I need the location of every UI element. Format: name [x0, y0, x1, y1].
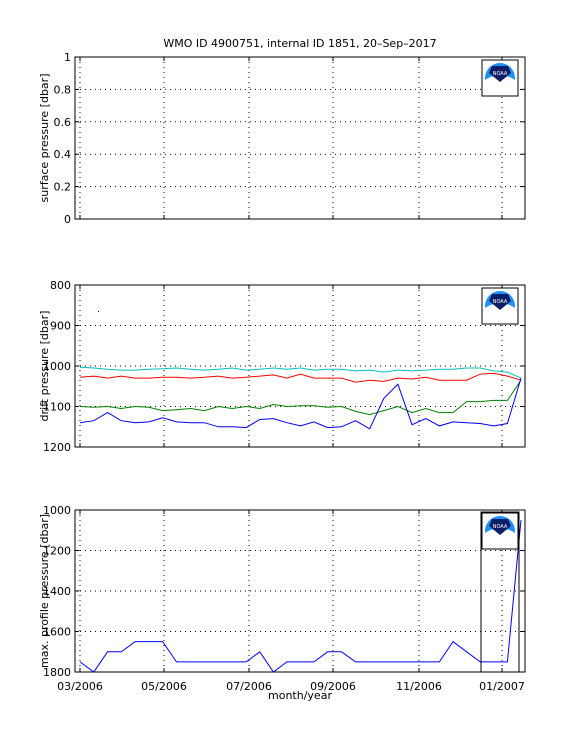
noaa-logo-icon: NOAA — [481, 59, 519, 97]
y-tick-label: 1100 — [43, 401, 71, 414]
chart-panel-1: 0 0.2 0.4 0.6 0.8 1 surface pressure [dbar] NOA… — [38, 51, 526, 226]
series-line-2 — [79, 372, 522, 383]
y-tick-label: 1000 — [43, 360, 71, 373]
y-tick-label: 1000 — [43, 504, 71, 517]
x-axis-label: month/year — [268, 689, 332, 702]
x-tick-label: 11/2006 — [396, 680, 442, 693]
y-tick-label: 1200 — [43, 441, 71, 454]
y-tick-label: 1400 — [43, 585, 71, 598]
y-axis-label: surface pressure [dbar] — [38, 74, 51, 203]
x-tick-label: 01/2007 — [479, 680, 525, 693]
x-tick-label: 03/2006 — [57, 680, 103, 693]
logo-text: NOAA — [493, 524, 508, 530]
series-line-4 — [79, 377, 522, 430]
panels: 0 0.2 0.4 0.6 0.8 1 surface pressure [dbar] NOA… — [38, 51, 526, 693]
y-tick-label: 0.2 — [54, 181, 72, 194]
x-tick-label: 05/2006 — [141, 680, 187, 693]
y-tick-label: 1 — [64, 51, 71, 64]
y-tick-label: 0 — [64, 213, 71, 226]
x-tick-labels: 03/2006 05/2006 07/2006 09/2006 11/2006 01/20… — [57, 680, 525, 693]
y-tick-label: 0.6 — [54, 116, 72, 129]
chart-panel-2: 800 900 1000 1100 1200 drift pressure [dbar] N… — [38, 279, 526, 454]
logo-bird — [489, 66, 511, 82]
y-tick-label: 800 — [50, 279, 71, 292]
logo-wave — [485, 528, 515, 548]
highlight-box — [480, 511, 520, 673]
y-tick-label: 1800 — [43, 666, 71, 679]
series-line-1 — [79, 366, 522, 379]
noaa-logo-icon: NOAA — [481, 287, 519, 325]
series-line-3 — [79, 379, 522, 416]
y-axis-label: max. profile pressure [dbar] — [38, 514, 51, 668]
x-tick-label: 09/2006 — [310, 680, 356, 693]
logo-text: NOAA — [493, 71, 508, 77]
logo-bird — [489, 519, 511, 535]
y-tick-label: 0.4 — [54, 148, 72, 161]
x-tick-label: 07/2006 — [226, 680, 272, 693]
logo-wave — [485, 75, 515, 95]
y-tick-label: 0.8 — [54, 83, 72, 96]
series-line-1 — [79, 520, 522, 673]
y-axis-label: drift pressure [dbar] — [38, 311, 51, 422]
figure-title: WMO ID 4900751, internal ID 1851, 20–Sep… — [163, 37, 436, 50]
stray-point — [98, 311, 99, 312]
logo-wave — [485, 303, 515, 323]
y-tick-label: 1200 — [43, 545, 71, 558]
y-tick-label: 1600 — [43, 626, 71, 639]
axes-box — [74, 56, 526, 220]
logo-text: NOAA — [493, 299, 508, 305]
noaa-logo-icon: NOAA — [481, 512, 519, 550]
logo-bird — [489, 294, 511, 310]
y-tick-label: 900 — [50, 320, 71, 333]
